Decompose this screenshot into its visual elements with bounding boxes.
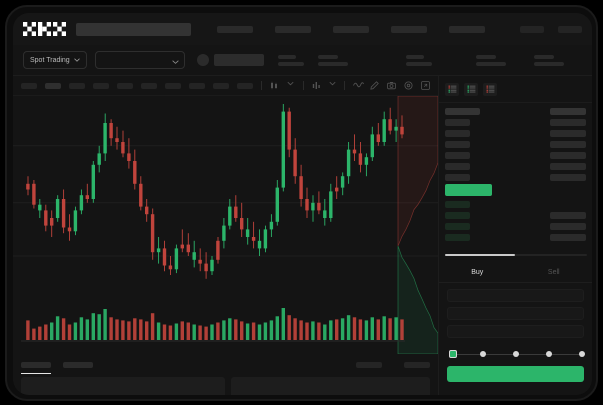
- timeframe-button-1[interactable]: [21, 83, 37, 89]
- toolbar-divider: [303, 81, 304, 90]
- timeframe-button-4[interactable]: [93, 83, 109, 89]
- bottom-action-2[interactable]: [404, 362, 430, 368]
- line-chart-icon[interactable]: [353, 81, 362, 90]
- candlestick-chart-icon[interactable]: [270, 81, 279, 90]
- search-input[interactable]: [76, 23, 191, 36]
- timeframe-button-9[interactable]: [213, 83, 229, 89]
- orderbook-ask-row[interactable]: [445, 129, 586, 137]
- bottom-tabs-actions: [356, 362, 430, 368]
- orderbook-asks-icon[interactable]: [483, 83, 497, 96]
- nav-item-1[interactable]: [217, 26, 253, 33]
- header-right-actions: [520, 26, 582, 33]
- sub-header: Spot Trading: [13, 45, 592, 76]
- timeframe-button-5[interactable]: [117, 83, 133, 89]
- nav-item-5[interactable]: [449, 26, 485, 33]
- order-price-input[interactable]: [447, 289, 584, 302]
- timeframe-button-8[interactable]: [189, 83, 205, 89]
- coin-avatar: [197, 54, 209, 66]
- nav-item-3[interactable]: [333, 26, 369, 33]
- top-nav: [217, 26, 485, 33]
- toolbar-divider: [344, 81, 345, 90]
- app-screen: Spot Trading: [13, 13, 592, 395]
- order-amount-input[interactable]: [447, 307, 584, 320]
- bottom-tabs: [13, 354, 438, 372]
- price-chart[interactable]: [13, 96, 438, 354]
- timeframe-button-7[interactable]: [165, 83, 181, 89]
- pair-ticker: [197, 54, 264, 66]
- drawing-tool-icon[interactable]: [370, 81, 379, 90]
- bottom-cards: [13, 372, 438, 395]
- orderbook-ask-row[interactable]: [445, 118, 586, 126]
- tab-open-orders[interactable]: [21, 362, 51, 368]
- chevron-down-icon[interactable]: [329, 81, 337, 90]
- order-side-tabs: Buy Sell: [439, 263, 592, 283]
- order-form: [439, 283, 592, 395]
- submit-buy-button[interactable]: [447, 366, 584, 382]
- chevron-down-icon: [172, 51, 179, 69]
- ticker-stat-change: [278, 55, 304, 66]
- device-frame: Spot Trading: [5, 5, 598, 401]
- chevron-down-icon: [74, 57, 80, 64]
- timeframe-button-10[interactable]: [237, 83, 253, 89]
- orderbook-bid-row[interactable]: [445, 200, 586, 208]
- orderbook-ask-row[interactable]: [445, 162, 586, 170]
- slider-stop-50[interactable]: [513, 351, 519, 357]
- trading-mode-label: Spot Trading: [30, 57, 70, 64]
- bottom-panel: [13, 354, 438, 395]
- header-action-2[interactable]: [558, 26, 582, 33]
- orderbook-ask-row[interactable]: [445, 151, 586, 159]
- trading-mode-dropdown[interactable]: Spot Trading: [23, 51, 87, 69]
- orderbook-bid-row[interactable]: [445, 233, 586, 241]
- orderbook-ask-row[interactable]: [445, 140, 586, 148]
- slider-stop-75[interactable]: [546, 351, 552, 357]
- orderbook-panel: Buy Sell: [438, 76, 592, 395]
- orderbook-ask-row[interactable]: [445, 173, 586, 181]
- okx-logo-icon[interactable]: [23, 22, 66, 36]
- fullscreen-icon[interactable]: [421, 81, 430, 90]
- slider-stop-25[interactable]: [480, 351, 486, 357]
- orderbook-scrollbar-thumb[interactable]: [445, 254, 515, 256]
- ticker-stat-low: [406, 55, 432, 66]
- candlestick-chart-svg: [13, 96, 438, 354]
- trading-pair-dropdown[interactable]: [95, 51, 185, 69]
- slider-stop-100[interactable]: [579, 351, 585, 357]
- tab-buy[interactable]: Buy: [439, 263, 516, 282]
- orderbook-mode-buttons: [439, 76, 592, 103]
- bottom-card-1[interactable]: [21, 377, 225, 395]
- ticker-stat-volume: [476, 55, 506, 66]
- timeframe-button-2[interactable]: [45, 83, 61, 89]
- order-amount-slider[interactable]: [449, 350, 582, 360]
- top-header: [13, 13, 592, 45]
- settings-gear-icon[interactable]: [404, 81, 413, 90]
- ticker-stat-turnover: [534, 55, 564, 66]
- tab-order-history[interactable]: [63, 362, 93, 368]
- tab-sell[interactable]: Sell: [516, 263, 593, 282]
- slider-handle[interactable]: [449, 350, 457, 358]
- timeframe-button-3[interactable]: [69, 83, 85, 89]
- header-action-1[interactable]: [520, 26, 544, 33]
- order-total-input[interactable]: [447, 325, 584, 338]
- orderbook-bid-row[interactable]: [445, 222, 586, 230]
- nav-item-4[interactable]: [391, 26, 427, 33]
- nav-item-2[interactable]: [275, 26, 311, 33]
- orderbook-last-price: [445, 184, 586, 196]
- orderbook-scrollbar[interactable]: [445, 254, 587, 256]
- ticker-stat-high: [318, 55, 348, 66]
- orderbook-both-icon[interactable]: [445, 83, 459, 96]
- indicators-icon[interactable]: [312, 81, 321, 90]
- orderbook-bids-icon[interactable]: [464, 83, 478, 96]
- orderbook-header-row: [445, 107, 586, 115]
- chart-toolbar: [13, 76, 438, 96]
- bottom-action-1[interactable]: [356, 362, 382, 368]
- orderbook-bid-row[interactable]: [445, 211, 586, 219]
- orderbook-rows[interactable]: [439, 103, 592, 241]
- chevron-down-icon[interactable]: [287, 81, 295, 90]
- bottom-card-2[interactable]: [231, 377, 430, 395]
- timeframe-button-6[interactable]: [141, 83, 157, 89]
- camera-icon[interactable]: [387, 81, 396, 90]
- last-price-value: [214, 54, 264, 66]
- toolbar-divider: [261, 81, 262, 90]
